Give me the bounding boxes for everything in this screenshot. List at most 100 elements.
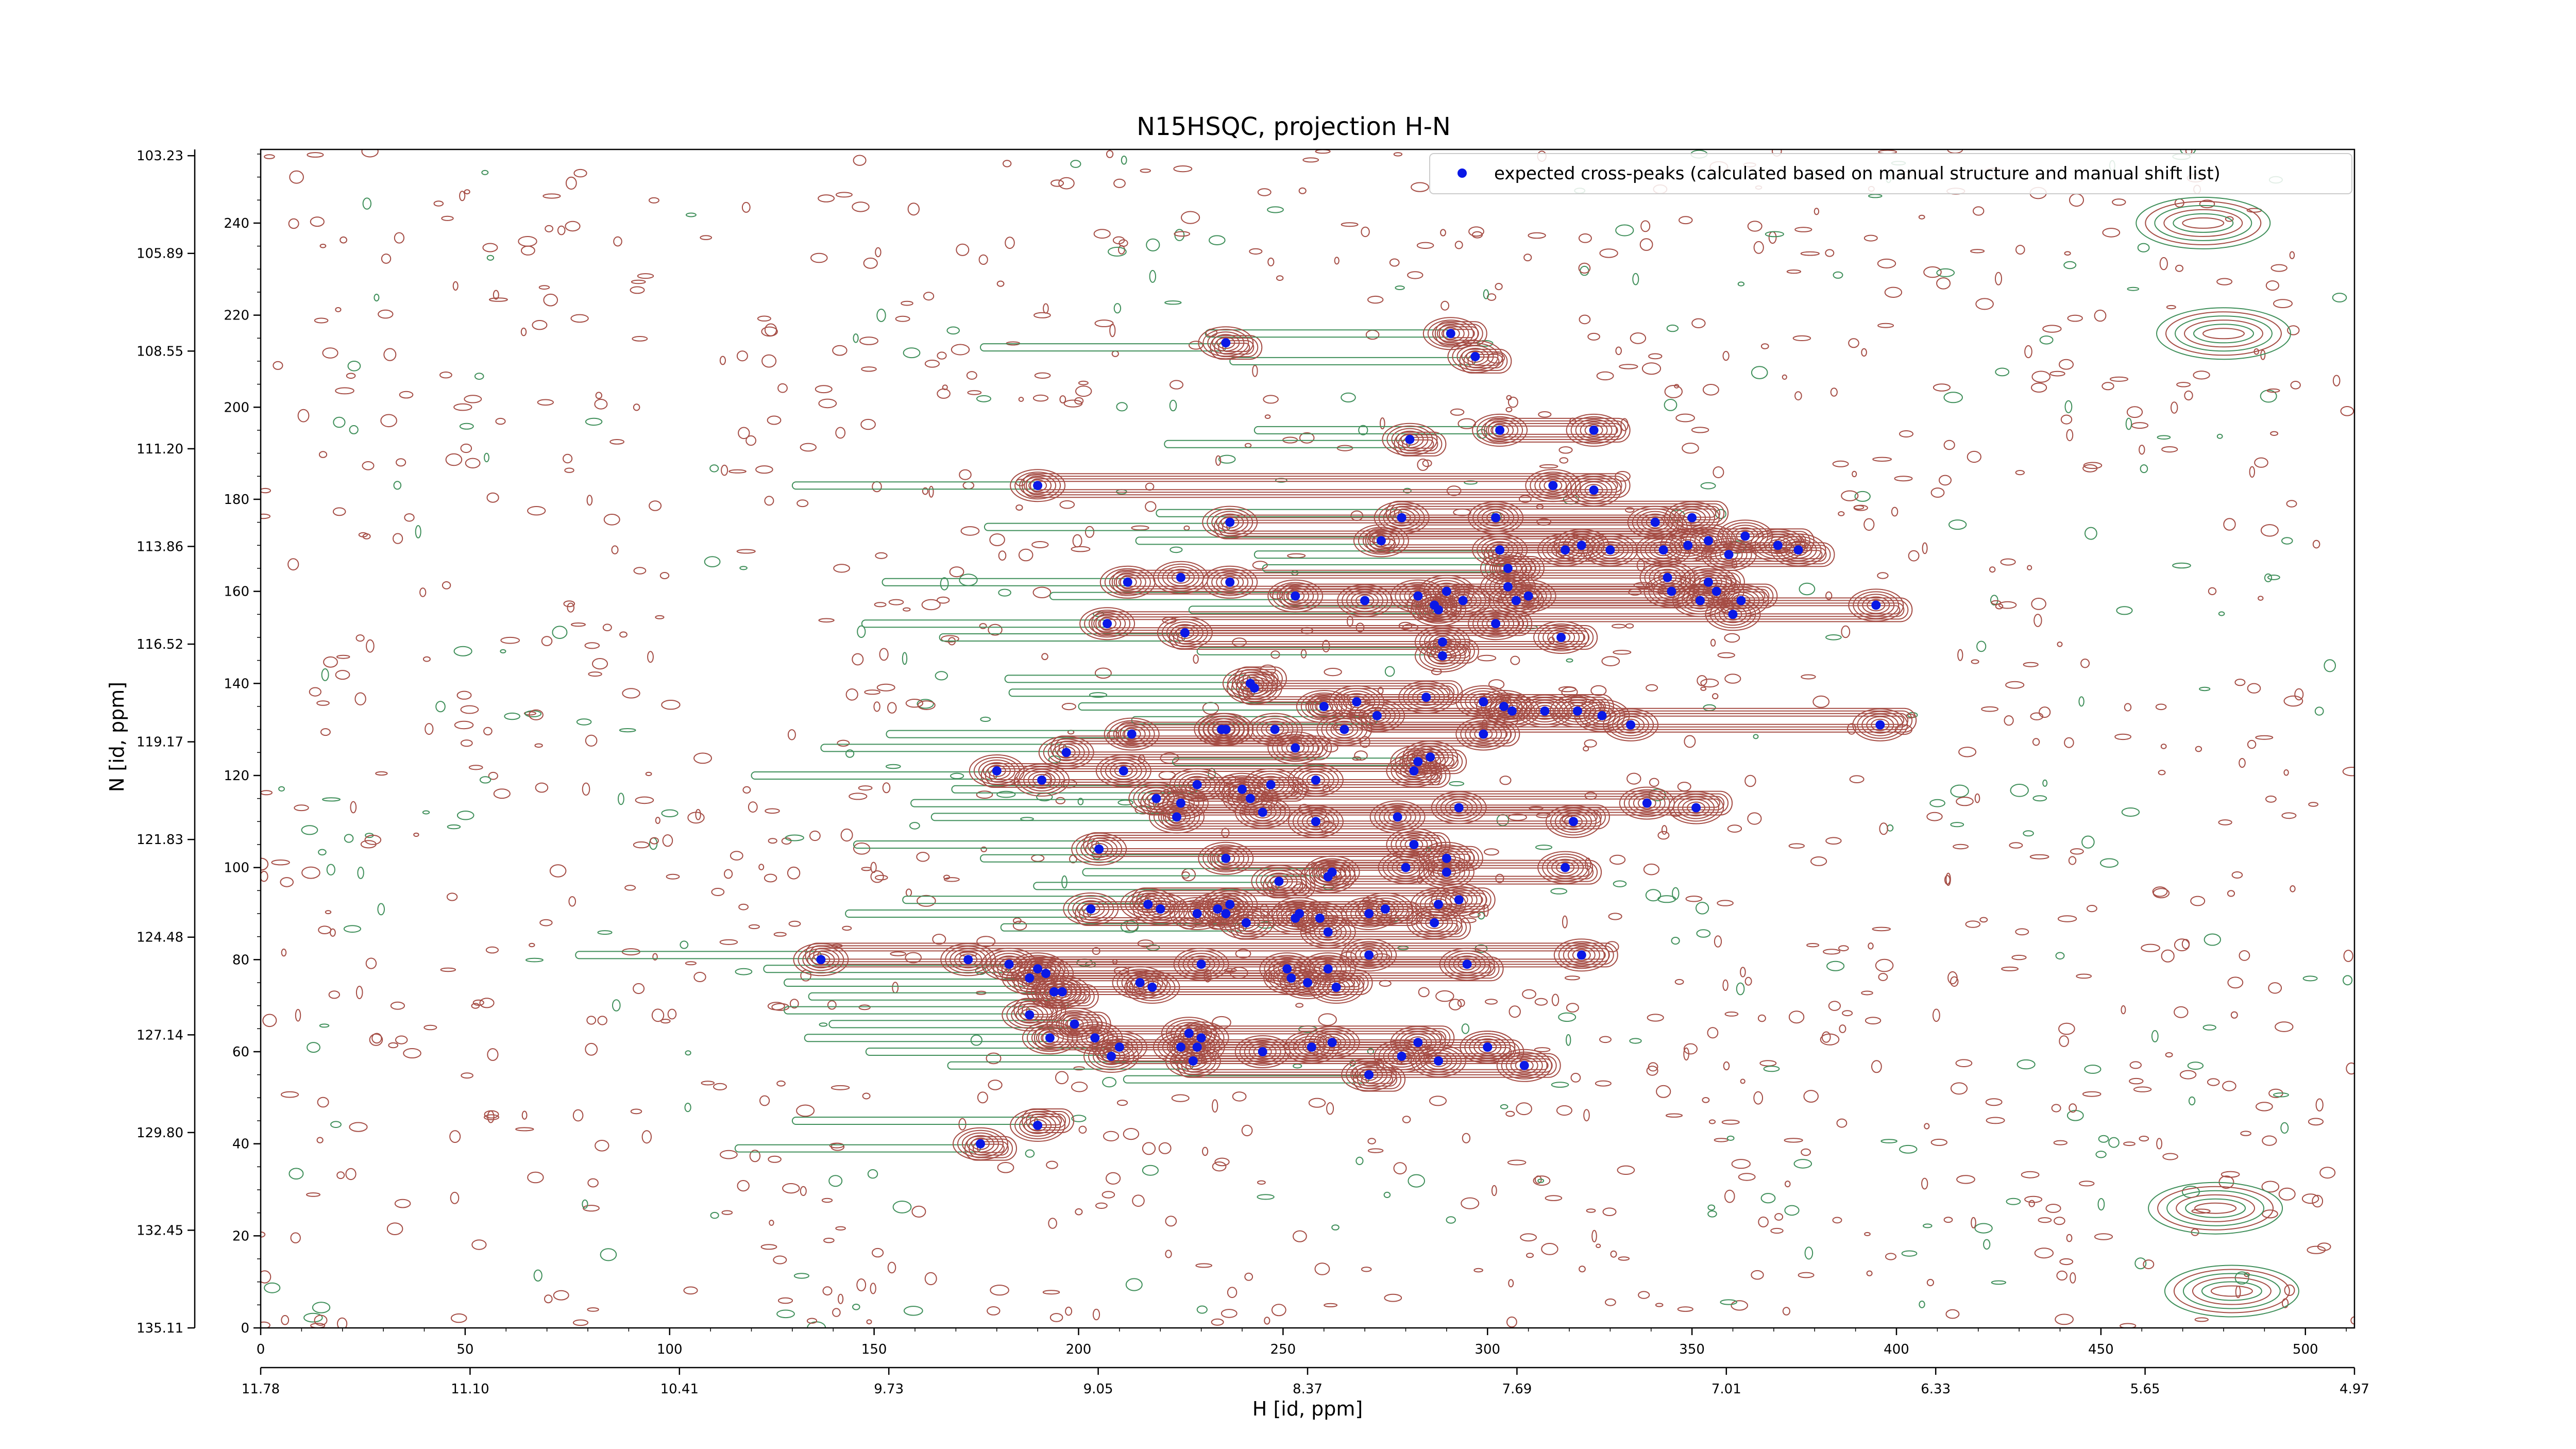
peak-contour (1427, 319, 1474, 348)
noise-contour (1697, 675, 1707, 686)
noise-contour (2068, 856, 2077, 865)
noise-contour (1717, 652, 1735, 659)
cross-peak-marker (1114, 1042, 1124, 1052)
noise-contour (1018, 397, 1024, 402)
noise-contour (1885, 1253, 1896, 1260)
peak-contour (1088, 1042, 1134, 1070)
noise-contour (343, 925, 362, 933)
peak-contour (1353, 524, 1409, 558)
noise-contour (1814, 208, 1820, 215)
noise-contour (381, 254, 392, 264)
noise-contour (782, 1183, 800, 1194)
cross-peak-marker (1413, 1038, 1423, 1048)
noise-contour (486, 492, 499, 503)
peak-contour (1234, 796, 1291, 829)
noise-contour (355, 986, 363, 999)
noise-contour (1657, 831, 1670, 840)
noise-contour (1077, 798, 1084, 805)
peak-contour (1545, 805, 1601, 838)
noise-contour (1970, 249, 1985, 254)
noise-contour (1484, 848, 1499, 856)
noise-contour (1102, 1077, 1117, 1088)
noise-contour (595, 1140, 609, 1152)
noise-contour (1683, 1047, 1689, 1061)
noise-contour (876, 309, 886, 322)
noise-contour (917, 700, 936, 710)
noise-contour (1617, 1165, 1635, 1175)
noise-contour (788, 920, 801, 927)
noise-contour (1921, 1177, 1928, 1190)
peak-contour (1212, 334, 1240, 352)
noise-contour (2162, 1153, 2178, 1160)
noise-contour (1847, 723, 1856, 735)
peak-contour (1447, 340, 1503, 373)
noise-contour (874, 602, 887, 608)
noise-contour (872, 481, 882, 493)
peak-contour (1314, 923, 1342, 941)
cross-peak-marker (1303, 978, 1312, 987)
peak-contour (1248, 1043, 1277, 1060)
noise-contour (295, 1009, 301, 1022)
noise-contour (1625, 507, 1635, 513)
noise-contour (2060, 414, 2073, 425)
noise-contour (369, 1033, 383, 1046)
noise-contour (903, 1306, 923, 1316)
noise-contour (1558, 446, 1573, 454)
noise-contour (1507, 396, 1518, 408)
noise-contour (2222, 1081, 2236, 1091)
noise-contour (2290, 381, 2301, 390)
noise-contour (943, 874, 950, 880)
noise-contour (632, 336, 648, 342)
peak-contour (1482, 615, 1510, 633)
noise-contour (2039, 335, 2054, 345)
peak-contour (1428, 647, 1456, 665)
noise-contour (1065, 1306, 1073, 1316)
noise-contour (330, 928, 336, 937)
peak-contour (1551, 858, 1580, 877)
noise-contour (1393, 152, 1403, 157)
peak-contour (1083, 1039, 1139, 1073)
noise-contour (2281, 812, 2297, 819)
noise-contour (2102, 382, 2114, 391)
peak-contour (1351, 592, 1379, 610)
noise-contour (1211, 1318, 1224, 1326)
peak-contour (1052, 744, 1080, 762)
noise-contour (1747, 812, 1762, 825)
peak-contour (1076, 1026, 1114, 1050)
noise-contour (937, 388, 951, 399)
noise-contour (630, 286, 645, 294)
noise-contour (2054, 1217, 2065, 1225)
peak-contour (1043, 738, 1090, 767)
peak-contour (1166, 568, 1195, 586)
peak-contour (1231, 674, 1278, 702)
noise-contour (1384, 1293, 1402, 1302)
peak-contour (1460, 1031, 1516, 1064)
noise-contour (2031, 382, 2047, 393)
noise-contour (1534, 1047, 1551, 1052)
peak-contour (999, 958, 1019, 971)
noise-contour (362, 461, 375, 470)
peak-contour (1247, 713, 1303, 746)
y-ppm-tick-label: 103.23 (137, 148, 183, 164)
ridge-contour (980, 763, 1451, 788)
cross-peak-marker (1650, 517, 1660, 527)
x-tick-label: 450 (2088, 1342, 2114, 1357)
noise-contour (1389, 258, 1400, 267)
noise-contour (693, 752, 712, 764)
peak-contour (1137, 895, 1184, 923)
noise-contour (1271, 1304, 1286, 1317)
peak-contour (945, 946, 992, 974)
noise-contour (2038, 1217, 2052, 1223)
noise-contour (472, 999, 484, 1006)
cross-peak-marker (1241, 918, 1251, 928)
noise-contour (1089, 692, 1108, 698)
noise-contour (316, 700, 330, 706)
noise-contour (441, 215, 454, 221)
peak-contour (1355, 1066, 1383, 1084)
cross-peak-marker (1176, 798, 1185, 808)
peak-contour (1754, 531, 1801, 560)
noise-contour (1782, 374, 1787, 380)
ridge-contour (886, 730, 1132, 738)
cross-peak-marker (1687, 513, 1697, 523)
noise-contour (1674, 979, 1684, 985)
